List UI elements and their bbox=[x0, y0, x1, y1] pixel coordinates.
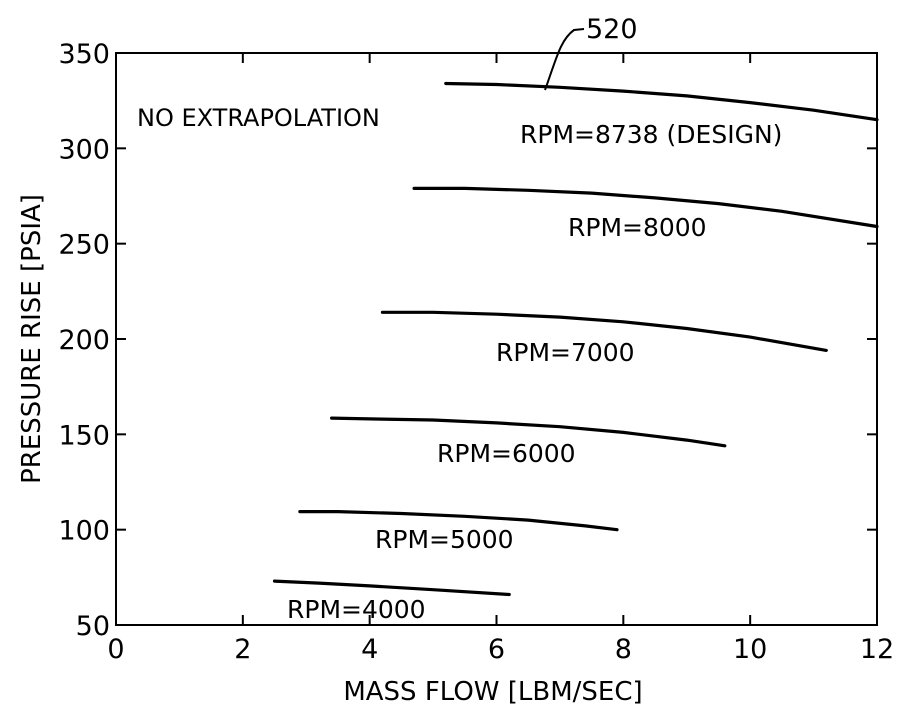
no-extrapolation-note: NO EXTRAPOLATION bbox=[137, 104, 380, 132]
x-tick-label: 10 bbox=[733, 634, 767, 665]
y-axis-title: PRESSURE RISE [PSIA] bbox=[17, 194, 47, 484]
curve-label: RPM=8738 (DESIGN) bbox=[520, 120, 782, 149]
y-tick-label: 350 bbox=[58, 39, 110, 70]
x-axis-title: MASS FLOW [LBM/SEC] bbox=[343, 677, 642, 707]
rpm-curve bbox=[275, 581, 510, 594]
curve-label: RPM=4000 bbox=[287, 595, 426, 624]
y-tick-label: 100 bbox=[58, 516, 110, 547]
y-tick-label: 150 bbox=[58, 420, 110, 451]
y-tick-label: 300 bbox=[58, 134, 110, 165]
y-tick-label: 250 bbox=[58, 230, 110, 261]
curve-label: RPM=8000 bbox=[568, 213, 707, 242]
x-tick-label: 6 bbox=[488, 634, 505, 665]
curve-label: RPM=7000 bbox=[496, 338, 635, 367]
reference-numeral: 520 bbox=[586, 14, 638, 45]
curve-label: RPM=6000 bbox=[437, 439, 576, 468]
x-tick-label: 2 bbox=[234, 634, 251, 665]
y-tick-label: 200 bbox=[58, 325, 110, 356]
rpm-curve bbox=[446, 84, 877, 120]
curve-label: RPM=5000 bbox=[375, 525, 514, 554]
x-tick-label: 12 bbox=[860, 634, 894, 665]
y-tick-label: 50 bbox=[76, 611, 110, 642]
reference-leader-line bbox=[545, 29, 584, 90]
x-tick-label: 8 bbox=[615, 634, 632, 665]
x-tick-label: 4 bbox=[361, 634, 378, 665]
